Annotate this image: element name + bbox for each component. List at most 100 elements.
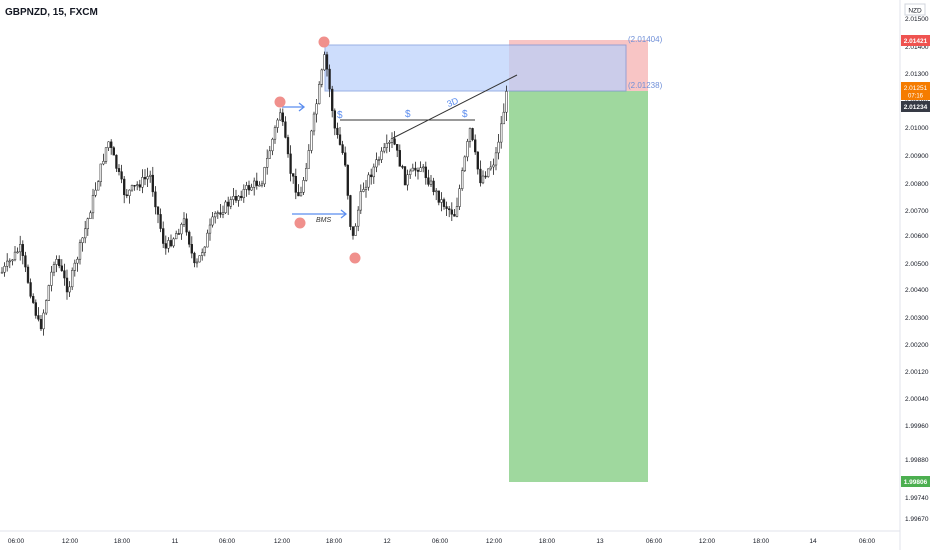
time-tick-label: 11 [172,538,179,545]
candle-body [364,186,368,190]
candle-body [481,175,485,184]
candle-body [232,196,235,200]
candle-body [104,147,108,162]
candle-body [424,166,427,178]
candle-body [487,168,490,177]
time-tick-label: 14 [809,538,817,545]
time-axis[interactable]: 06:00 12:00 18:00 11 06:00 12:00 18:00 12 06:00 1… [8,538,876,545]
candle-body [78,242,82,260]
price-tick-label: 1.99880 [905,457,929,464]
pivot-marker-high [318,36,330,48]
candle-body [458,188,461,207]
candle-body [227,201,230,207]
svg-text:1.99806: 1.99806 [904,479,928,486]
price-tick-label: 2.00900 [905,153,929,160]
candle-body [344,152,347,166]
price-tick-label: 2.00600 [905,233,929,240]
candle-body [406,174,409,186]
candle-body [149,174,152,177]
candle-body [8,260,11,263]
candle-body [354,225,357,236]
price-tick-label: 1.99960 [905,423,929,430]
drawings[interactable]: BMS $ $ $ 3D [274,36,518,264]
dollar-label-3: $ [462,109,468,120]
pivot-marker-left [274,96,286,108]
candle-body [13,251,17,261]
zone-upper-label: (2.01404) [628,35,663,44]
candle-body [468,128,472,142]
price-tick-label: 2.00800 [905,181,929,188]
time-tick-label: 18:00 [326,538,343,545]
candle-body [422,166,425,169]
time-tick-label: 06:00 [432,538,449,545]
candle-body [320,69,323,85]
candle-body [385,143,388,148]
candle-body [65,277,69,293]
candle-body [432,180,435,193]
time-tick-label: 13 [596,538,604,545]
time-tick-label: 06:00 [646,538,663,545]
candle-body [195,261,199,264]
candle-body [86,218,89,230]
price-label-current: 2.01251 07:16 [901,82,930,100]
candle-body [206,232,209,248]
bms-arrow-lower [292,209,348,219]
price-axis[interactable]: 2.015002.014002.013002.011002.010002.009… [905,16,929,523]
price-tick-label: 2.00500 [905,261,929,268]
candle-body [125,194,128,197]
candle-body [123,178,126,196]
candle-body [141,177,144,188]
candle-body [331,88,334,111]
candle-body [396,144,399,151]
candle-body [221,212,225,215]
candle-body [494,152,498,166]
candle-body [193,252,196,264]
candle-body [367,174,370,188]
candle-body [102,161,105,165]
dollar-label-1: $ [337,110,343,121]
candle-body [388,142,391,144]
candle-body [172,238,175,247]
candle-body [255,180,258,186]
candle-body [500,123,503,143]
candle-body [73,262,76,271]
position-tool[interactable]: (2.01404) (2.01238) [324,35,663,482]
candle-body [117,168,121,172]
candle-body [52,264,56,273]
candle-body [307,150,310,169]
time-tick-label: 06:00 [219,538,236,545]
candle-body [414,167,417,171]
candle-body [325,54,329,70]
price-tick-label: 2.00120 [905,369,929,376]
candle-body [55,259,58,265]
candle-body [253,180,256,188]
candle-body [474,139,477,153]
candle-body [346,164,349,196]
candle-body [16,251,19,254]
candle-body [338,134,342,145]
candle-body [370,174,373,178]
candle-body [26,266,30,283]
candle-body [138,184,141,188]
three-d-label: 3D [445,95,460,109]
candle-body [302,180,305,193]
candle-body [21,244,24,256]
currency-badge[interactable] [904,3,926,16]
candle-body [349,195,352,227]
candle-body [505,91,508,113]
candle-body [133,184,136,187]
target-zone [509,91,648,482]
candle-body [294,176,297,193]
candle-body [128,189,131,196]
candle-body [185,218,188,233]
candle-body [429,180,433,185]
candle-body [437,190,440,203]
candle-body [63,270,66,279]
candle-body [484,175,487,178]
candle-body [453,214,456,217]
price-tick-label: 2.01500 [905,16,929,23]
candle-body [6,260,9,267]
price-label-dark: 2.01234 [901,101,930,112]
